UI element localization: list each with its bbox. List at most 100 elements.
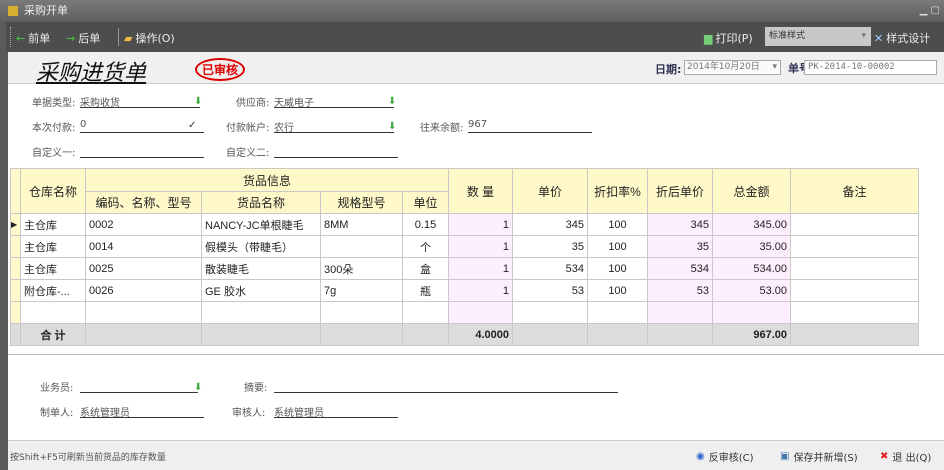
cell-qty[interactable]: 1 bbox=[448, 257, 513, 280]
cell-code[interactable]: 0002 bbox=[85, 213, 202, 236]
payment-field[interactable]: 0 bbox=[80, 119, 204, 133]
cell-disc_price[interactable] bbox=[647, 301, 713, 324]
cell-discount[interactable]: 100 bbox=[587, 257, 648, 280]
cell-warehouse[interactable] bbox=[20, 301, 86, 324]
row-header[interactable] bbox=[10, 235, 21, 258]
dropdown-arrow-icon[interactable]: ⬇ bbox=[194, 96, 203, 107]
cell-name[interactable]: 散装睫毛 bbox=[201, 257, 321, 280]
col-amount[interactable]: 总金额 bbox=[712, 168, 791, 214]
cell-price[interactable]: 345 bbox=[512, 213, 588, 236]
summary-field[interactable] bbox=[274, 379, 618, 393]
cell-spec[interactable]: 8MM bbox=[320, 213, 403, 236]
table-row[interactable]: 主仓库 0014 假模头（带睫毛）个 1 35 100 35 35.00 bbox=[10, 235, 919, 258]
row-header[interactable] bbox=[10, 257, 21, 280]
col-name[interactable]: 货品名称 bbox=[201, 191, 321, 214]
cell-warehouse[interactable]: 主仓库 bbox=[20, 213, 86, 236]
style-select[interactable]: 标准样式 ▾ bbox=[765, 27, 871, 46]
print-button[interactable]: ▆ 打印(P) bbox=[704, 30, 753, 46]
cell-name[interactable]: GE 胶水 bbox=[201, 279, 321, 302]
cell-price[interactable]: 534 bbox=[512, 257, 588, 280]
col-unit[interactable]: 单位 bbox=[402, 191, 449, 214]
cell-disc_price[interactable]: 35 bbox=[647, 235, 713, 258]
cell-code[interactable]: 0025 bbox=[85, 257, 202, 280]
cell-disc_price[interactable]: 534 bbox=[647, 257, 713, 280]
prev-button[interactable]: ← 前单 bbox=[16, 30, 50, 46]
check-icon[interactable]: ✓ bbox=[188, 120, 197, 131]
date-picker[interactable]: 2014年10月20日 ▾ bbox=[684, 60, 781, 75]
number-field[interactable]: PK-2014-10-00002 bbox=[804, 60, 937, 75]
row-header[interactable] bbox=[10, 301, 21, 324]
col-spec[interactable]: 规格型号 bbox=[320, 191, 403, 214]
empty-row[interactable] bbox=[10, 301, 919, 324]
custom1-field[interactable] bbox=[80, 144, 204, 158]
cell-spec[interactable] bbox=[320, 235, 403, 258]
cell-code[interactable]: 0014 bbox=[85, 235, 202, 258]
cell-disc_price[interactable]: 53 bbox=[647, 279, 713, 302]
cell-amount[interactable] bbox=[712, 301, 791, 324]
table-row[interactable]: 主仓库 0025 散装睫毛 300朵盒 1 534 100 534 534.00 bbox=[10, 257, 919, 280]
unaudit-button[interactable]: ◉ 反审核(C) bbox=[696, 449, 754, 464]
cell-code[interactable] bbox=[85, 301, 202, 324]
cell-unit[interactable] bbox=[402, 301, 449, 324]
next-button[interactable]: → 后单 bbox=[66, 30, 100, 46]
col-disc-price[interactable]: 折后单价 bbox=[647, 168, 713, 214]
cell-disc_price[interactable]: 345 bbox=[647, 213, 713, 236]
cell-qty[interactable]: 1 bbox=[448, 235, 513, 258]
cell-spec[interactable]: 7g bbox=[320, 279, 403, 302]
cell-name[interactable]: 假模头（带睫毛） bbox=[201, 235, 321, 258]
doc-type-field[interactable]: 采购收货 bbox=[80, 94, 200, 109]
cell-amount[interactable]: 345.00 bbox=[712, 213, 791, 236]
cell-remark[interactable] bbox=[790, 257, 919, 280]
cell-unit[interactable]: 盒 bbox=[402, 257, 449, 280]
window-controls[interactable]: ▁ ▢ bbox=[919, 5, 940, 16]
supplier-field[interactable]: 天威电子 bbox=[274, 94, 394, 109]
cell-remark[interactable] bbox=[790, 301, 919, 324]
cell-warehouse[interactable]: 主仓库 bbox=[20, 257, 86, 280]
cell-qty[interactable]: 1 bbox=[448, 213, 513, 236]
col-price[interactable]: 单价 bbox=[512, 168, 588, 214]
dropdown-arrow-icon[interactable]: ⬇ bbox=[388, 96, 397, 107]
cell-remark[interactable] bbox=[790, 279, 919, 302]
table-row[interactable]: ▶ 主仓库 0002 NANCY-JC单根睫毛 8MM 0.15 1 345 100 345 345… bbox=[10, 213, 919, 236]
cell-spec[interactable] bbox=[320, 301, 403, 324]
cell-unit[interactable]: 0.15 bbox=[402, 213, 449, 236]
current-row-indicator-icon[interactable]: ▶ bbox=[10, 213, 21, 236]
toolbar-grip[interactable] bbox=[10, 27, 11, 47]
save-new-button[interactable]: ▣ 保存并新增(S) bbox=[780, 449, 858, 464]
cell-discount[interactable]: 100 bbox=[587, 235, 648, 258]
cell-price[interactable]: 35 bbox=[512, 235, 588, 258]
col-warehouse[interactable]: 仓库名称 bbox=[20, 168, 86, 214]
cell-discount[interactable]: 100 bbox=[587, 213, 648, 236]
col-code[interactable]: 编码、名称、型号 bbox=[85, 191, 202, 214]
cell-remark[interactable] bbox=[790, 235, 919, 258]
cell-amount[interactable]: 534.00 bbox=[712, 257, 791, 280]
cell-unit[interactable]: 瓶 bbox=[402, 279, 449, 302]
cell-spec[interactable]: 300朵 bbox=[320, 257, 403, 280]
account-field[interactable]: 农行 bbox=[274, 119, 394, 134]
cell-warehouse[interactable]: 附仓库-... bbox=[20, 279, 86, 302]
dropdown-arrow-icon[interactable]: ⬇ bbox=[194, 382, 203, 393]
cell-qty[interactable] bbox=[448, 301, 513, 324]
table-row[interactable]: 附仓库-... 0026 GE 胶水 7g 瓶 1 53 100 53 53.00 bbox=[10, 279, 919, 302]
operations-button[interactable]: ▰ 操作(O) bbox=[124, 30, 175, 46]
col-discount[interactable]: 折扣率% bbox=[587, 168, 648, 214]
cell-discount[interactable] bbox=[587, 301, 648, 324]
cell-unit[interactable]: 个 bbox=[402, 235, 449, 258]
cell-discount[interactable]: 100 bbox=[587, 279, 648, 302]
exit-button[interactable]: ✖ 退 出(Q) bbox=[880, 449, 931, 464]
custom2-field[interactable] bbox=[274, 144, 398, 158]
cell-amount[interactable]: 53.00 bbox=[712, 279, 791, 302]
cell-warehouse[interactable]: 主仓库 bbox=[20, 235, 86, 258]
cell-name[interactable] bbox=[201, 301, 321, 324]
cell-code[interactable]: 0026 bbox=[85, 279, 202, 302]
col-qty[interactable]: 数 量 bbox=[448, 168, 513, 214]
salesman-field[interactable] bbox=[80, 379, 198, 393]
cell-qty[interactable]: 1 bbox=[448, 279, 513, 302]
col-remark[interactable]: 备注 bbox=[790, 168, 919, 214]
style-design-button[interactable]: ✕ 样式设计 bbox=[874, 30, 930, 46]
cell-name[interactable]: NANCY-JC单根睫毛 bbox=[201, 213, 321, 236]
cell-remark[interactable] bbox=[790, 213, 919, 236]
row-header[interactable] bbox=[10, 279, 21, 302]
cell-amount[interactable]: 35.00 bbox=[712, 235, 791, 258]
cell-price[interactable]: 53 bbox=[512, 279, 588, 302]
